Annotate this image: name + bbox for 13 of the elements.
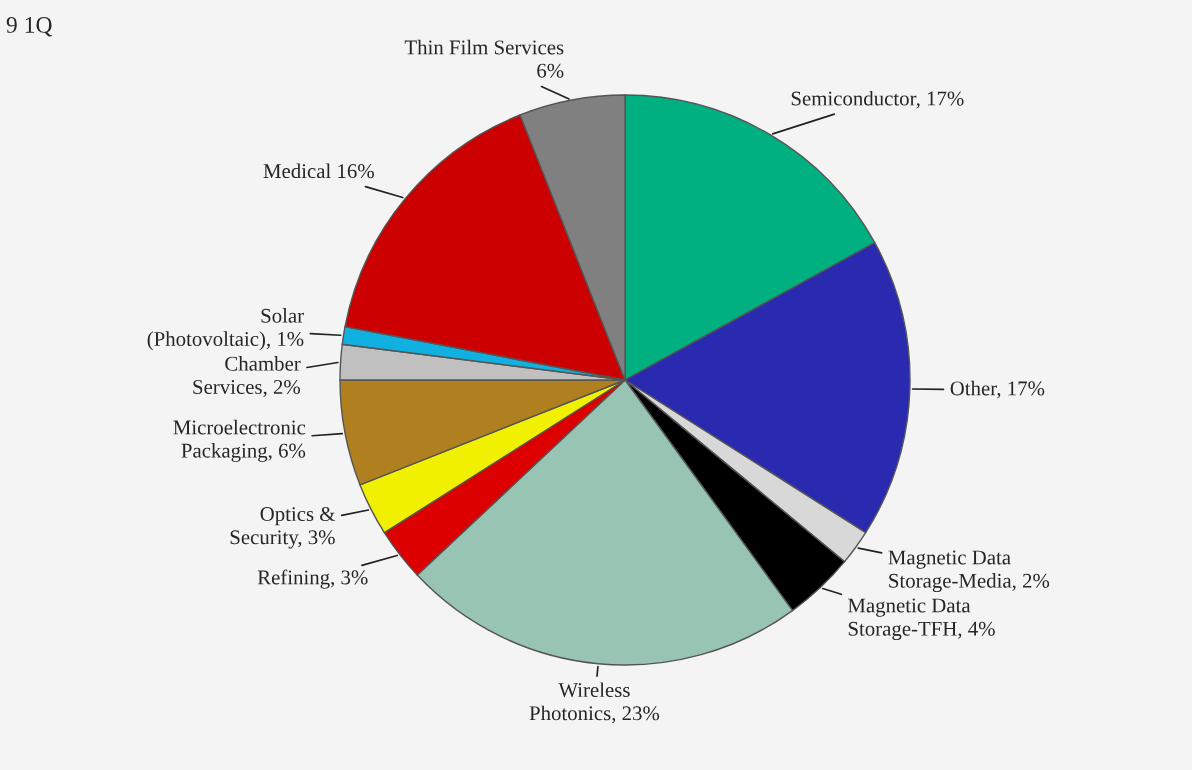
slice-label: Wireless Photonics, 23% bbox=[529, 682, 660, 724]
slice-label: Chamber Services, 2% bbox=[193, 356, 301, 397]
slice-label: Optics & Security, 3% bbox=[230, 507, 336, 549]
slice-label: Thin Film Services 6% bbox=[404, 39, 564, 78]
slice-label: Magnetic Data Storage-Media, 2% bbox=[888, 550, 1050, 593]
slice-label: Magnetic Data Storage-TFH, 4% bbox=[848, 598, 995, 641]
slice-label: Solar (Photovoltaic), 1% bbox=[147, 308, 304, 351]
slice-label: Medical 16% bbox=[263, 163, 374, 179]
slice-label: Refining, 3% bbox=[257, 569, 368, 589]
slice-label: Microelectronic Packaging, 6% bbox=[173, 419, 306, 462]
slice-label: Other, 17% bbox=[950, 380, 1045, 399]
slice-label: Semiconductor, 17% bbox=[791, 90, 964, 109]
text: 9 1Q bbox=[6, 16, 53, 37]
